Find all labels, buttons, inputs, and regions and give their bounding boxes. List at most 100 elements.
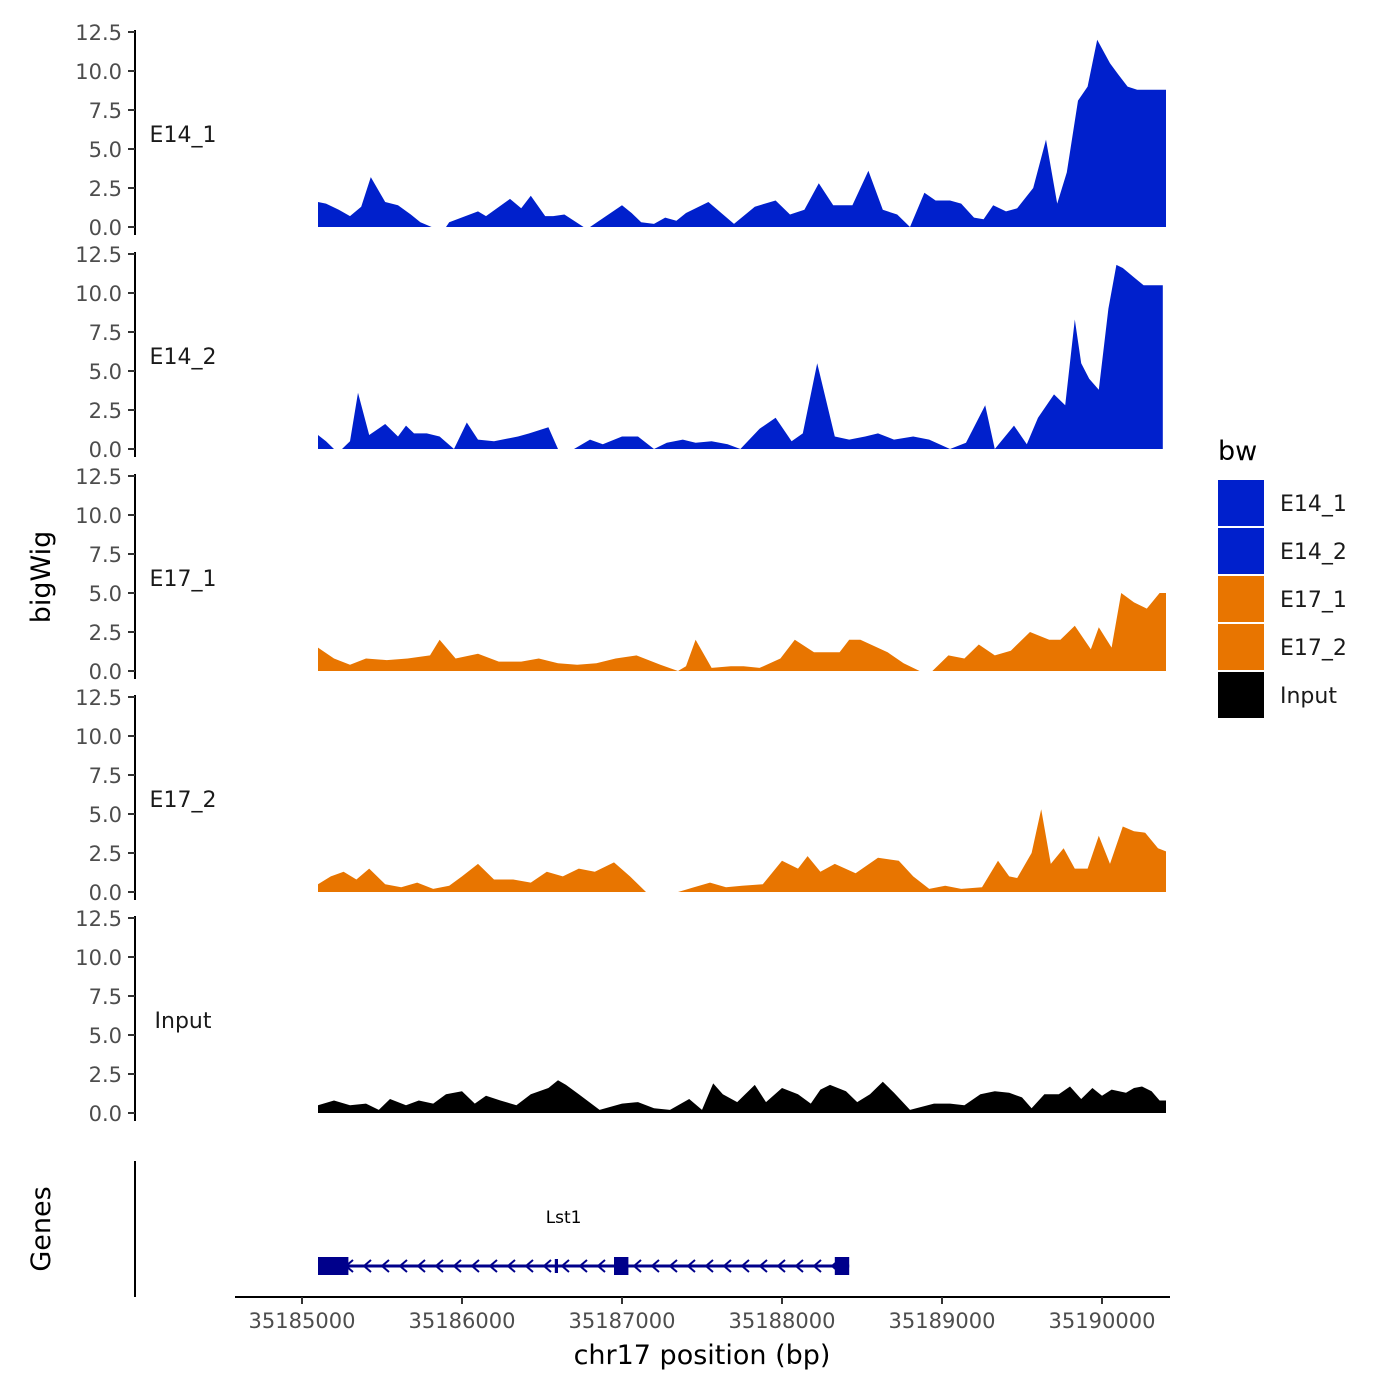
x-tick-label: 35185000 (249, 1309, 356, 1333)
x-tick-label: 35187000 (569, 1309, 676, 1333)
track-E14_2: 0.0 2.5 5.0 7.5 10.0 12.5 E14_2 (75, 243, 1163, 462)
y-tick-label: 12.5 (75, 243, 122, 267)
y-tick-label: 0.0 (89, 881, 122, 905)
x-tick-label: 35190000 (1049, 1309, 1156, 1333)
track-label: E14_2 (150, 345, 217, 370)
strand-arrow (380, 1259, 390, 1273)
strand-arrow (434, 1259, 444, 1273)
strand-arrow (524, 1259, 534, 1273)
signal-area-E17_1 (318, 593, 1166, 671)
y-tick-label: 7.5 (89, 321, 122, 345)
x-tick-label: 35189000 (889, 1309, 996, 1333)
strand-arrow (632, 1259, 642, 1273)
strand-arrow (488, 1259, 498, 1273)
y-tick-label: 2.5 (89, 842, 122, 866)
y-tick-label: 7.5 (89, 764, 122, 788)
legend-swatch-E17_2 (1218, 624, 1264, 670)
signal-area-E17_2 (318, 809, 1166, 892)
legend-swatch-E14_2 (1218, 528, 1264, 574)
y-tick-label: 0.0 (89, 1102, 122, 1126)
y-tick-label: 10.0 (75, 282, 122, 306)
y-tick-label: 0.0 (89, 216, 122, 240)
track-label: E14_1 (150, 123, 217, 148)
strand-arrow (542, 1259, 552, 1273)
strand-arrow (596, 1259, 606, 1273)
legend-swatch-Input (1218, 672, 1264, 718)
legend-swatch-E14_1 (1218, 480, 1264, 526)
y-tick-label: 7.5 (89, 985, 122, 1009)
track-Input: 0.0 2.5 5.0 7.5 10.0 12.5 Input (75, 907, 1166, 1126)
y-tick-label: 5.0 (89, 138, 122, 162)
genes-layer: Lst1 (134, 1161, 850, 1297)
strand-arrow (776, 1259, 786, 1273)
track-E17_1: 0.0 2.5 5.0 7.5 10.0 12.5 E17_1 (75, 465, 1166, 684)
signal-area-E14_2 (318, 264, 1163, 449)
track-E14_1: 0.0 2.5 5.0 7.5 10.0 12.5 E14_1 (75, 21, 1166, 240)
strand-arrow (362, 1259, 372, 1273)
gene-exon (834, 1257, 850, 1275)
y-tick-label: 5.0 (89, 803, 122, 827)
strand-arrow (452, 1259, 462, 1273)
gene-label: Lst1 (546, 1208, 582, 1228)
y-tick-label: 0.0 (89, 660, 122, 684)
y-tick-label: 0.0 (89, 438, 122, 462)
y-tick-label: 2.5 (89, 177, 122, 201)
y-tick-label: 7.5 (89, 99, 122, 123)
legend-label: E17_2 (1280, 636, 1347, 661)
strand-arrow (416, 1259, 426, 1273)
y-tick-label: 12.5 (75, 907, 122, 931)
track-E17_2: 0.0 2.5 5.0 7.5 10.0 12.5 E17_2 (75, 686, 1166, 905)
tracks-layer: 0.0 2.5 5.0 7.5 10.0 12.5 E14_1 0.0 2.5 5.0 7.5 10.… (75, 21, 1166, 1126)
gene-exon (318, 1257, 349, 1275)
y-tick-label: 2.5 (89, 1063, 122, 1087)
y-tick-label: 2.5 (89, 621, 122, 645)
y-tick-label: 5.0 (89, 582, 122, 606)
y-tick-label: 10.0 (75, 725, 122, 749)
strand-arrow (560, 1259, 570, 1273)
track-label: Input (155, 1009, 212, 1034)
strand-arrow (506, 1259, 516, 1273)
strand-arrow (794, 1259, 804, 1273)
legend: bw E14_1 E14_2 E17_1 E17_2 Input (1218, 436, 1347, 718)
strand-arrow (578, 1259, 588, 1273)
strand-arrow (470, 1259, 480, 1273)
y-tick-label: 10.0 (75, 60, 122, 84)
strand-arrow (686, 1259, 696, 1273)
y-tick-label: 12.5 (75, 465, 122, 489)
legend-label: E17_1 (1280, 588, 1347, 613)
y-tick-label: 5.0 (89, 1024, 122, 1048)
legend-label: Input (1280, 684, 1337, 709)
track-label: E17_2 (150, 788, 217, 813)
gene-exon (554, 1259, 558, 1273)
signal-area-E14_1 (318, 39, 1166, 227)
strand-arrow (650, 1259, 660, 1273)
y-tick-label: 5.0 (89, 360, 122, 384)
legend-swatch-E17_1 (1218, 576, 1264, 622)
signal-area-Input (318, 1080, 1166, 1113)
y-tick-label: 12.5 (75, 21, 122, 45)
track-label: E17_1 (150, 567, 217, 592)
strand-arrow (704, 1259, 714, 1273)
strand-arrow (722, 1259, 732, 1273)
legend-label: E14_1 (1280, 492, 1347, 517)
x-axis-title: chr17 position (bp) (574, 1340, 831, 1371)
strand-arrow (812, 1259, 822, 1273)
strand-arrow (398, 1259, 408, 1273)
y-tick-label: 12.5 (75, 686, 122, 710)
y-tick-label: 7.5 (89, 543, 122, 567)
legend-title: bw (1218, 436, 1257, 467)
genes-axis-title: Genes (26, 1186, 57, 1271)
y-tick-label: 10.0 (75, 504, 122, 528)
x-axis: 35185000 35186000 35187000 35188000 35189000… (235, 1296, 1170, 1333)
y-axis-title: bigWig (26, 531, 57, 624)
y-tick-label: 2.5 (89, 399, 122, 423)
x-tick-label: 35186000 (409, 1309, 516, 1333)
y-tick-label: 10.0 (75, 946, 122, 970)
x-tick-label: 35188000 (729, 1309, 836, 1333)
strand-arrow (740, 1259, 750, 1273)
gene-Lst1: Lst1 (318, 1208, 850, 1275)
gene-exon (614, 1257, 629, 1275)
strand-arrow (758, 1259, 768, 1273)
strand-arrow (668, 1259, 678, 1273)
